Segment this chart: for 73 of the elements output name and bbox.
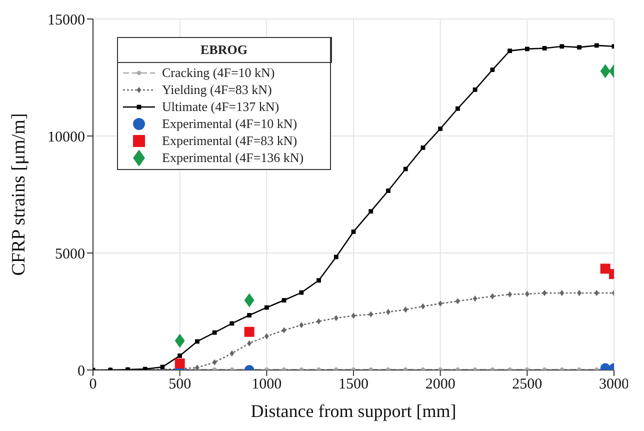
- point: [174, 358, 185, 368]
- x-axis-title: Distance from support [mm]: [250, 401, 456, 421]
- point: [230, 350, 234, 356]
- point: [438, 300, 443, 307]
- legend-label: Yielding (4F=83 kN): [162, 82, 272, 98]
- point: [386, 367, 390, 370]
- legend-label: Cracking (4F=10 kN): [162, 64, 275, 80]
- y-tick-label: 0: [78, 363, 85, 380]
- point: [508, 367, 512, 370]
- y-tick-label: 15000: [48, 12, 85, 28]
- legend-label: Experimental (4F=83 kN): [162, 132, 298, 148]
- point: [230, 321, 234, 326]
- point: [282, 298, 286, 302]
- point: [577, 367, 582, 370]
- point: [490, 293, 495, 300]
- point: [508, 48, 512, 54]
- point: [524, 290, 530, 298]
- point: [600, 64, 610, 78]
- point: [334, 254, 338, 260]
- point: [560, 44, 564, 49]
- point: [594, 290, 599, 296]
- point: [594, 43, 599, 48]
- point: [299, 322, 304, 328]
- point: [524, 46, 530, 52]
- point: [600, 264, 610, 274]
- point: [178, 354, 182, 358]
- y-axis-title: CFRP strains [μm/m]: [8, 113, 30, 276]
- point: [316, 367, 321, 370]
- point: [282, 327, 286, 334]
- point: [386, 188, 390, 193]
- point: [195, 364, 200, 370]
- point: [334, 314, 338, 322]
- legend-label: Experimental (4F=136 kN): [162, 150, 304, 166]
- point: [299, 290, 304, 295]
- x-tick-label: 0: [89, 376, 97, 393]
- point: [438, 126, 443, 131]
- point: [490, 68, 495, 72]
- legend-label: Experimental (4F=10 kN): [162, 116, 298, 132]
- x-tick-label: 1500: [338, 376, 368, 393]
- point: [560, 290, 564, 296]
- point: [264, 333, 269, 340]
- x-tick-label: 2500: [512, 376, 542, 393]
- point: [351, 312, 356, 319]
- x-tick-label: 500: [168, 376, 192, 393]
- point: [244, 326, 254, 337]
- point: [542, 290, 547, 296]
- point: [244, 293, 254, 308]
- point: [368, 209, 374, 214]
- point: [456, 367, 460, 370]
- point: [351, 230, 356, 234]
- point: [403, 166, 408, 172]
- point: [247, 313, 252, 318]
- point: [368, 311, 374, 318]
- point: [174, 334, 185, 348]
- y-tick-label: 10000: [48, 129, 85, 146]
- point: [212, 359, 217, 366]
- point: [542, 46, 547, 50]
- point: [195, 339, 200, 344]
- point: [456, 106, 460, 111]
- point: [577, 45, 582, 50]
- point: [403, 306, 408, 313]
- point: [212, 330, 217, 335]
- point: [264, 305, 269, 310]
- legend-label: Ultimate (4F=137 kN): [162, 98, 280, 114]
- x-tick-label: 2000: [425, 376, 456, 393]
- point: [472, 87, 478, 92]
- point: [420, 146, 426, 150]
- y-tick-label: 5000: [55, 246, 85, 262]
- x-tick-label: 1000: [252, 376, 282, 393]
- point: [316, 278, 321, 283]
- point: [420, 303, 426, 310]
- legend-heading-box: EBROG: [116, 36, 332, 62]
- point: [472, 296, 478, 302]
